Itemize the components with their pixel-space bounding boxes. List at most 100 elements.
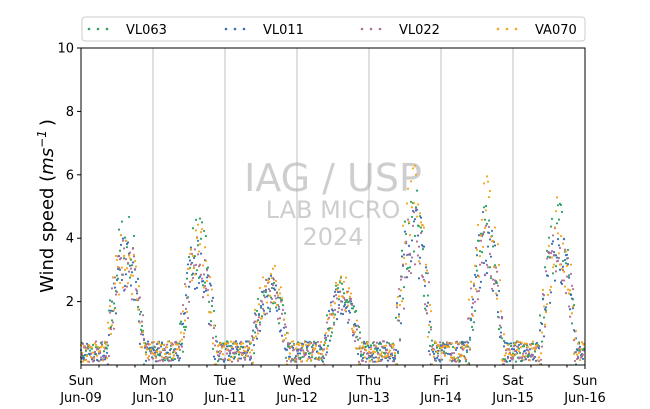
data-point <box>398 294 402 298</box>
data-point <box>447 345 451 349</box>
data-point <box>553 279 557 282</box>
data-point <box>487 196 491 199</box>
data-point <box>522 358 526 362</box>
data-point <box>554 254 558 257</box>
data-point <box>356 324 360 327</box>
data-point <box>138 342 142 345</box>
data-point <box>402 307 406 310</box>
data-point <box>153 351 157 354</box>
data-point <box>324 338 328 342</box>
data-point <box>319 340 323 344</box>
data-point <box>551 240 555 243</box>
data-point <box>353 339 357 343</box>
data-point <box>325 314 329 317</box>
x-axis: Sun Jun-09 Mon Jun-10 Tue Jun-11 Wed Jun-12 Thu J… <box>59 365 606 406</box>
data-point <box>194 229 198 232</box>
data-point <box>334 294 338 297</box>
data-point <box>248 351 252 354</box>
data-point <box>389 345 393 348</box>
data-point <box>185 271 189 275</box>
data-point <box>180 345 184 348</box>
data-point <box>132 298 136 301</box>
data-point <box>228 359 232 362</box>
data-point <box>362 346 366 350</box>
data-point <box>222 345 226 348</box>
data-point <box>321 360 325 363</box>
data-point <box>210 304 214 308</box>
data-point <box>520 356 524 359</box>
data-point <box>491 239 495 242</box>
data-point <box>475 248 479 251</box>
data-point <box>440 351 444 355</box>
data-point <box>225 348 229 351</box>
data-point <box>407 244 411 247</box>
data-point <box>98 349 102 352</box>
legend-label: VL063 <box>126 23 167 38</box>
data-point <box>168 356 172 359</box>
data-point <box>340 282 344 285</box>
data-point <box>203 281 207 284</box>
data-point <box>230 346 234 349</box>
data-point <box>461 354 465 357</box>
data-point <box>278 292 282 295</box>
data-point <box>397 313 401 316</box>
data-point <box>186 316 190 320</box>
data-point <box>421 276 425 279</box>
data-point <box>245 354 249 357</box>
data-point <box>202 286 206 289</box>
data-point <box>207 310 211 314</box>
data-point <box>268 310 272 313</box>
data-point <box>376 347 380 350</box>
data-point <box>183 328 187 332</box>
data-point <box>325 321 329 324</box>
data-point <box>431 350 435 353</box>
data-point <box>267 288 271 291</box>
data-point <box>107 355 111 358</box>
data-point <box>105 341 109 344</box>
data-point <box>199 230 203 234</box>
data-point <box>419 231 423 235</box>
data-point <box>367 350 371 354</box>
data-point <box>470 306 474 309</box>
legend-marker <box>505 27 509 31</box>
data-point <box>572 352 576 356</box>
data-point <box>279 286 283 289</box>
data-point <box>166 356 170 359</box>
data-point <box>408 266 412 269</box>
data-point <box>568 308 572 311</box>
data-point <box>354 309 358 312</box>
data-point <box>157 347 161 350</box>
data-point <box>424 271 428 275</box>
data-point <box>327 309 331 313</box>
data-point <box>396 350 400 353</box>
data-point <box>468 336 472 339</box>
data-point <box>573 337 577 340</box>
data-point <box>404 232 408 236</box>
data-point <box>478 286 482 289</box>
data-point <box>424 309 428 312</box>
data-point <box>110 324 114 327</box>
data-point <box>83 359 87 362</box>
data-point <box>556 238 560 241</box>
data-point <box>323 342 327 345</box>
data-point <box>361 353 365 356</box>
data-point <box>140 324 144 328</box>
data-point <box>280 297 284 300</box>
data-point <box>134 280 138 284</box>
data-point <box>109 328 113 331</box>
data-point <box>479 232 483 235</box>
data-point <box>274 297 278 300</box>
data-point <box>208 276 212 279</box>
x-tick-day: Tue <box>213 374 236 389</box>
data-point <box>171 351 175 354</box>
data-point <box>517 350 521 353</box>
data-point <box>319 346 323 349</box>
data-point <box>455 357 459 360</box>
data-point <box>115 258 119 261</box>
data-point <box>121 286 125 289</box>
data-point <box>387 356 391 359</box>
data-point <box>410 239 414 242</box>
data-point <box>174 340 178 343</box>
data-point <box>328 339 332 342</box>
